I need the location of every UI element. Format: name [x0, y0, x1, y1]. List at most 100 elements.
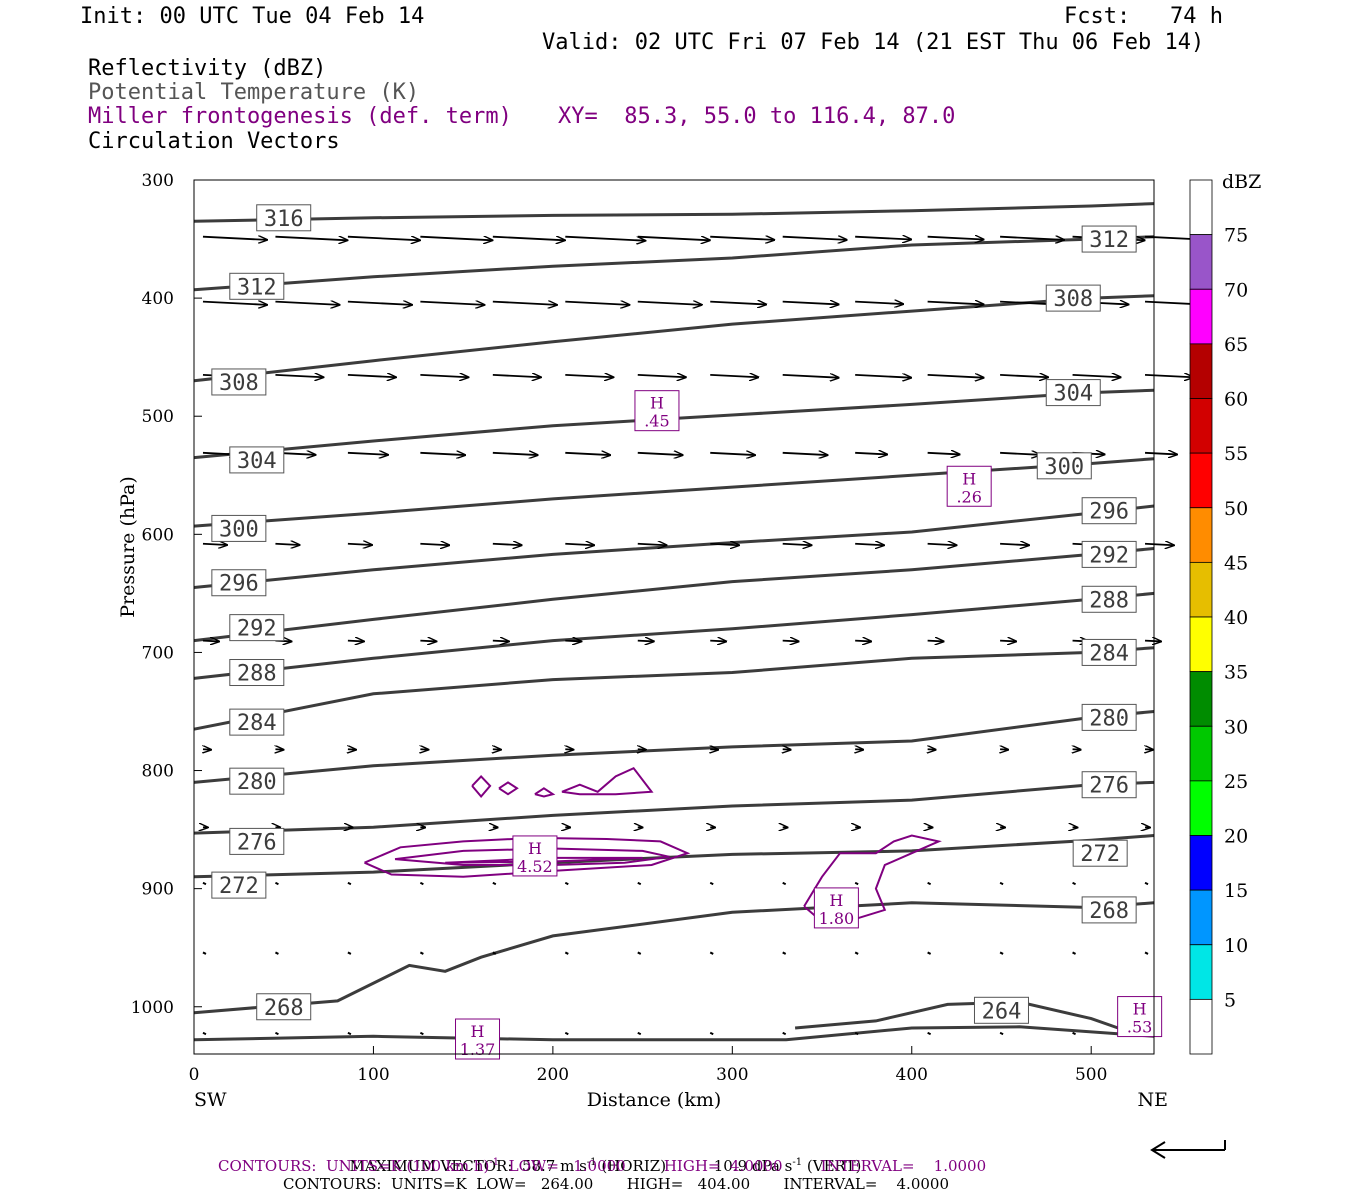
frontogenesis-max-frame: [813, 887, 859, 929]
vector-arrow: [637, 375, 686, 377]
theta-label-frame: [211, 569, 267, 597]
theta-line-264: [794, 1000, 1119, 1030]
theta-line-276: [193, 780, 1155, 835]
theta-label-frame: [229, 708, 285, 736]
x-tick-label: 0: [189, 1065, 200, 1085]
theta-label-text: 308: [1053, 287, 1093, 312]
frontogenesis-contour: [394, 847, 670, 866]
vector-arrow: [1000, 641, 1016, 642]
theta-label-frame: [229, 446, 285, 474]
vector-arrow: [202, 951, 207, 955]
vector-arrow: [565, 641, 581, 642]
frontogenesis-max: H1.37: [455, 1018, 501, 1060]
vector-arrow: [565, 544, 594, 545]
vector-arrow: [1072, 1031, 1077, 1036]
theta-label-frame: [1081, 585, 1137, 613]
vector-arrow: [492, 951, 497, 955]
theta-line-296: [193, 504, 1155, 589]
vector-arrow: [637, 881, 642, 886]
vector-arrow: [420, 375, 468, 377]
theta-label-text: 272: [219, 874, 259, 899]
max-vector-horiz-exponent: -1: [586, 1157, 597, 1168]
colorbar-segment: [1189, 889, 1213, 946]
vector-arrow: [927, 302, 984, 305]
vector-arrow: [1000, 453, 1040, 455]
colorbar-level: 40: [1224, 607, 1248, 629]
plot-frame: [193, 179, 1155, 1055]
init-time: Init: 00 UTC Tue 04 Feb 14: [80, 4, 425, 29]
x-axis-label: Distance (km): [587, 1089, 722, 1111]
axes: 0 100 200 300 400 500 300 400 500 600 700 800 900 100…: [117, 171, 1168, 1111]
theta-label-frame: [229, 659, 285, 687]
theta-label-frame: [229, 767, 285, 795]
vector-arrow: [1000, 375, 1048, 377]
colorbar-segment: [1189, 452, 1213, 509]
colorbar-segment: [1189, 179, 1213, 236]
colorbar-segment: [1189, 616, 1213, 673]
theta-label-frame: [211, 368, 267, 396]
frontogenesis-max-frame: [455, 1018, 501, 1060]
theta-line-272: [193, 834, 1155, 879]
theta-label-box: 296: [211, 569, 267, 597]
vector-arrow: [419, 881, 424, 886]
vector-arrow: [782, 375, 839, 378]
vector-arrow: [854, 1031, 859, 1036]
theta-label-frame: [211, 871, 267, 899]
vector-arrow: [202, 641, 219, 642]
max-vector-label: MAXIMUM VECTOR:: [349, 1157, 513, 1175]
theta-label-box: 264: [973, 996, 1029, 1024]
theta-label-frame: [1081, 896, 1137, 924]
theta-label-frame: [229, 614, 285, 642]
colorbar-level: 20: [1224, 826, 1248, 848]
vector-arrow: [999, 951, 1004, 955]
theta-label-text: 284: [1089, 641, 1129, 666]
frontogenesis-max-letter: H: [1133, 1000, 1147, 1019]
theta-label-frame: [1045, 284, 1101, 312]
frontogenesis-contour: [471, 774, 492, 799]
vector-arrow: [1072, 951, 1077, 955]
theta-label-text: 296: [1089, 500, 1129, 525]
vector-arrow: [565, 302, 629, 305]
field-circulation-vectors: Circulation Vectors: [88, 129, 340, 154]
frontogenesis-max: H.45: [634, 390, 680, 432]
vector-arrow: [347, 641, 364, 642]
vector-arrow: [710, 375, 758, 377]
vector-arrow: [782, 641, 799, 642]
contours1-range: LOW= 1.0000 HIGH= 4.0000 INTERVAL= 1.000…: [499, 1157, 987, 1175]
theta-contours: [193, 202, 1155, 1042]
colorbar-level: 35: [1224, 662, 1248, 684]
vector-arrow: [855, 544, 884, 545]
vector-arrow: [565, 453, 610, 455]
theta-label-frame: [1036, 452, 1092, 480]
vector-arrow: [565, 235, 645, 241]
colorbar-level: 5: [1224, 989, 1236, 1011]
frontogenesis-max-frame: [512, 835, 558, 877]
colorbar-level: 50: [1224, 498, 1248, 520]
colorbar-segment: [1189, 398, 1213, 454]
vector-arrow: [710, 302, 766, 305]
vector-arrow: [492, 453, 538, 455]
colorbar-level: 15: [1224, 880, 1248, 902]
frontogenesis-max: H.53: [1117, 996, 1163, 1038]
vector-arrow: [782, 237, 847, 240]
field-reflectivity: Reflectivity (dBZ): [88, 56, 327, 81]
colorbar-segment: [1189, 671, 1213, 727]
vector-arrow: [709, 1031, 714, 1036]
vector-arrow: [927, 881, 932, 886]
colorbar-segment: [1189, 998, 1213, 1055]
x-axis-right-label: NE: [1138, 1089, 1169, 1111]
colorbar-segment: [1189, 561, 1213, 618]
vector-arrow: [564, 881, 569, 886]
theta-label-box: 280: [229, 767, 285, 795]
vector-arrow: [637, 235, 710, 241]
colorbar-unit: dBZ: [1222, 171, 1261, 193]
frontogenesis-contour-info: CONTOURS: UNITS=K (100 km h)-1 LOW= 1.00…: [218, 1157, 986, 1175]
reference-vector: [1150, 1140, 1226, 1159]
theta-line-284: [193, 646, 1155, 731]
frontogenesis-max-value: .53: [1127, 1018, 1152, 1037]
frontogenesis-max-letter: H: [962, 469, 976, 488]
vector-arrow: [420, 641, 436, 642]
theta-label-frame: [229, 272, 285, 300]
vector-arrow: [855, 237, 911, 240]
vector-arrow: [419, 1031, 424, 1036]
